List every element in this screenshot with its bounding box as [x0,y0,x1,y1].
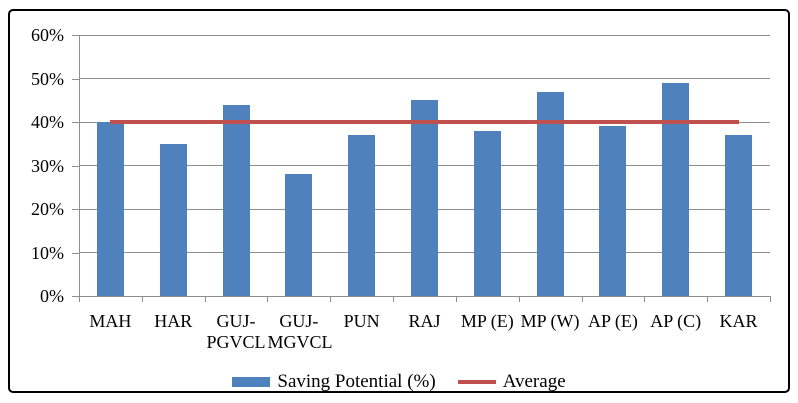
y-axis-tick [72,252,79,254]
x-axis-tick [455,296,457,302]
x-axis-tick [770,296,771,302]
x-axis-labels: MAH HAR GUJ- PGVCL GUJ- MGVCL PUN RAJ MP (E) MP… [79,311,770,353]
y-tick-label: 40% [31,112,64,132]
x-tick-label: MP (E) [460,311,514,331]
x-axis-tick [581,296,583,302]
plot-area [79,34,770,297]
y-tick-label: 20% [31,199,64,219]
x-tick-label: KAR [719,311,758,331]
x-tick-label: PUN [343,311,380,331]
x-axis-tick [707,296,709,302]
y-tick-label: 50% [31,68,64,89]
legend-item: Saving Potential (%) [232,371,436,393]
y-gridline [79,295,770,297]
y-tick-label: 10% [31,242,64,263]
y-axis-line [79,35,80,296]
x-axis-tick [141,296,143,302]
y-tick-label: 30% [31,155,64,176]
y-axis-tick [72,78,79,80]
legend-item: Average [457,371,566,393]
y-gridline [79,78,770,79]
bar [96,122,124,296]
bar [159,143,187,296]
x-axis-tick [79,296,80,302]
y-axis-tick [72,122,79,123]
bar [536,91,564,296]
x-tick-label: MAH [89,311,132,331]
bar [473,130,501,296]
y-axis-tick [72,209,79,210]
y-tick-label: 0% [40,286,64,306]
legend-label: Saving Potential (%) [277,371,436,392]
x-tick-label: GUJ- MGVCL [267,311,333,352]
bar [285,174,313,296]
x-tick-label: RAJ [408,311,441,331]
x-axis-tick [518,296,520,302]
x-axis-tick [267,296,269,302]
chart-frame: 0% 10% 20% 30% 40% 50% 60% MAH HAR GUJ- PGVCL GUJ… [8,9,790,393]
x-tick-label: GUJ- PGVCL [206,311,266,352]
x-axis-tick [330,296,332,302]
y-axis-tick [72,296,79,297]
legend-line-swatch-icon [457,380,496,384]
x-axis-tick [204,296,206,302]
y-axis-tick [72,165,79,167]
bar [725,135,753,296]
x-tick-label: MP (W) [520,311,580,331]
x-axis-tick [393,296,395,302]
x-axis-tick [644,296,646,302]
y-axis-tick [72,35,79,36]
bar [411,100,438,296]
bar [599,126,627,296]
x-tick-label: AP (E) [587,311,638,331]
y-tick-label: 60% [31,25,64,45]
bar [662,82,690,296]
y-gridline [79,34,770,36]
bar-series [79,35,770,296]
average-line [110,120,739,124]
legend-label: Average [502,371,566,392]
x-tick-label: AP (C) [650,311,702,331]
x-tick-label: HAR [154,311,193,331]
bar [222,104,250,296]
bar [348,135,376,296]
legend: Saving Potential (%) Average [10,369,788,395]
legend-bar-swatch-icon [232,377,271,387]
